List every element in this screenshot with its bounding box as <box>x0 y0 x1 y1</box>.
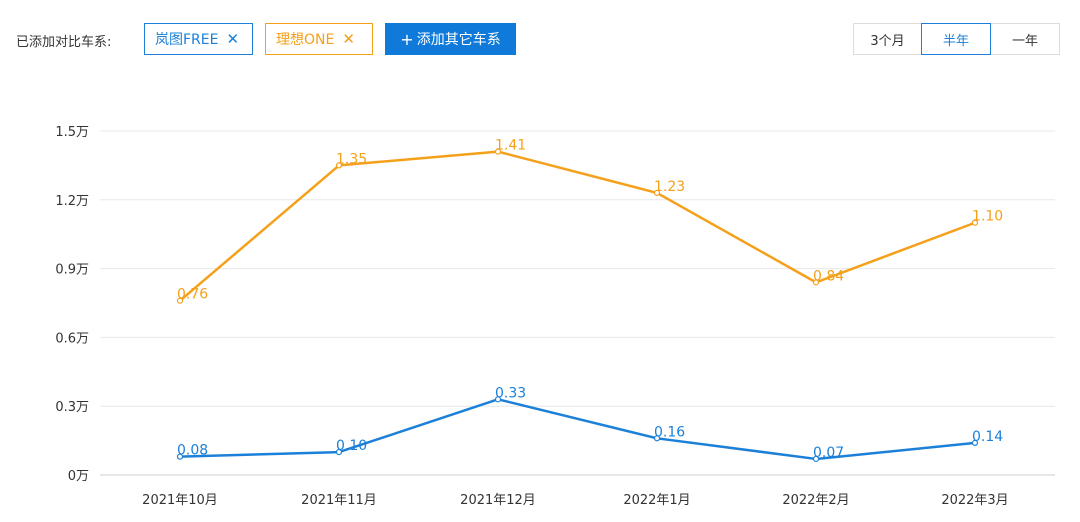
range-3-months[interactable]: 3个月 <box>853 23 922 55</box>
tag-label: 岚图FREE <box>155 32 219 48</box>
tag-label: 理想ONE <box>276 32 335 48</box>
data-label: 1.23 <box>654 179 685 195</box>
y-tick-label: 0万 <box>68 469 89 484</box>
data-label: 0.16 <box>654 424 685 440</box>
compare-label: 已添加对比车系: <box>16 35 112 50</box>
data-point <box>812 279 820 286</box>
series-line-1 <box>179 398 976 461</box>
time-range-selector: 3个月 半年 一年 <box>853 23 1060 55</box>
y-tick-label: 0.9万 <box>55 263 89 278</box>
data-label: 1.41 <box>495 138 526 154</box>
x-tick-label: 2021年11月 <box>301 493 377 508</box>
data-label: 0.07 <box>813 445 844 461</box>
data-point <box>494 148 502 155</box>
data-point <box>812 455 820 463</box>
data-point <box>176 453 184 460</box>
y-tick-label: 1.5万 <box>55 125 89 140</box>
x-tick-label: 2022年3月 <box>941 493 1008 508</box>
data-label: 0.84 <box>813 268 844 284</box>
data-point <box>494 396 502 403</box>
tag-lixiang-one[interactable]: 理想ONE ✕ <box>265 23 373 55</box>
data-point <box>335 448 343 456</box>
x-tick-label: 2022年1月 <box>623 493 690 508</box>
plus-icon: + <box>400 29 414 49</box>
close-icon[interactable]: ✕ <box>226 30 240 48</box>
y-tick-label: 0.3万 <box>55 400 89 415</box>
x-tick-label: 2022年2月 <box>782 493 849 508</box>
range-half-year[interactable]: 半年 <box>921 23 991 55</box>
data-label: 0.08 <box>177 443 208 459</box>
add-series-label: 添加其它车系 <box>416 32 501 48</box>
data-point <box>335 162 343 169</box>
x-tick-label: 2021年12月 <box>460 493 536 508</box>
data-label: 0.10 <box>336 438 367 454</box>
tag-lantu-free[interactable]: 岚图FREE ✕ <box>144 23 253 55</box>
data-point <box>176 297 184 304</box>
y-tick-label: 1.2万 <box>55 194 89 209</box>
add-series-button[interactable]: + 添加其它车系 <box>385 23 516 55</box>
x-tick-label: 2021年10月 <box>142 493 218 508</box>
series-line-0 <box>179 150 976 302</box>
y-tick-label: 0.6万 <box>55 331 89 346</box>
data-label: 1.10 <box>972 209 1003 225</box>
close-icon[interactable]: ✕ <box>342 30 355 48</box>
data-label: 1.35 <box>336 151 367 167</box>
data-label: 0.14 <box>972 429 1003 445</box>
data-point <box>653 189 661 197</box>
data-label: 0.76 <box>177 287 208 303</box>
data-point <box>653 435 661 442</box>
data-label: 0.33 <box>495 385 526 401</box>
compare-toolbar: 已添加对比车系: 岚图FREE ✕ 理想ONE ✕ + 添加其它车系 3个月 半… <box>0 0 1080 80</box>
data-point <box>971 219 979 226</box>
range-one-year[interactable]: 一年 <box>990 23 1060 55</box>
data-point <box>971 439 979 446</box>
